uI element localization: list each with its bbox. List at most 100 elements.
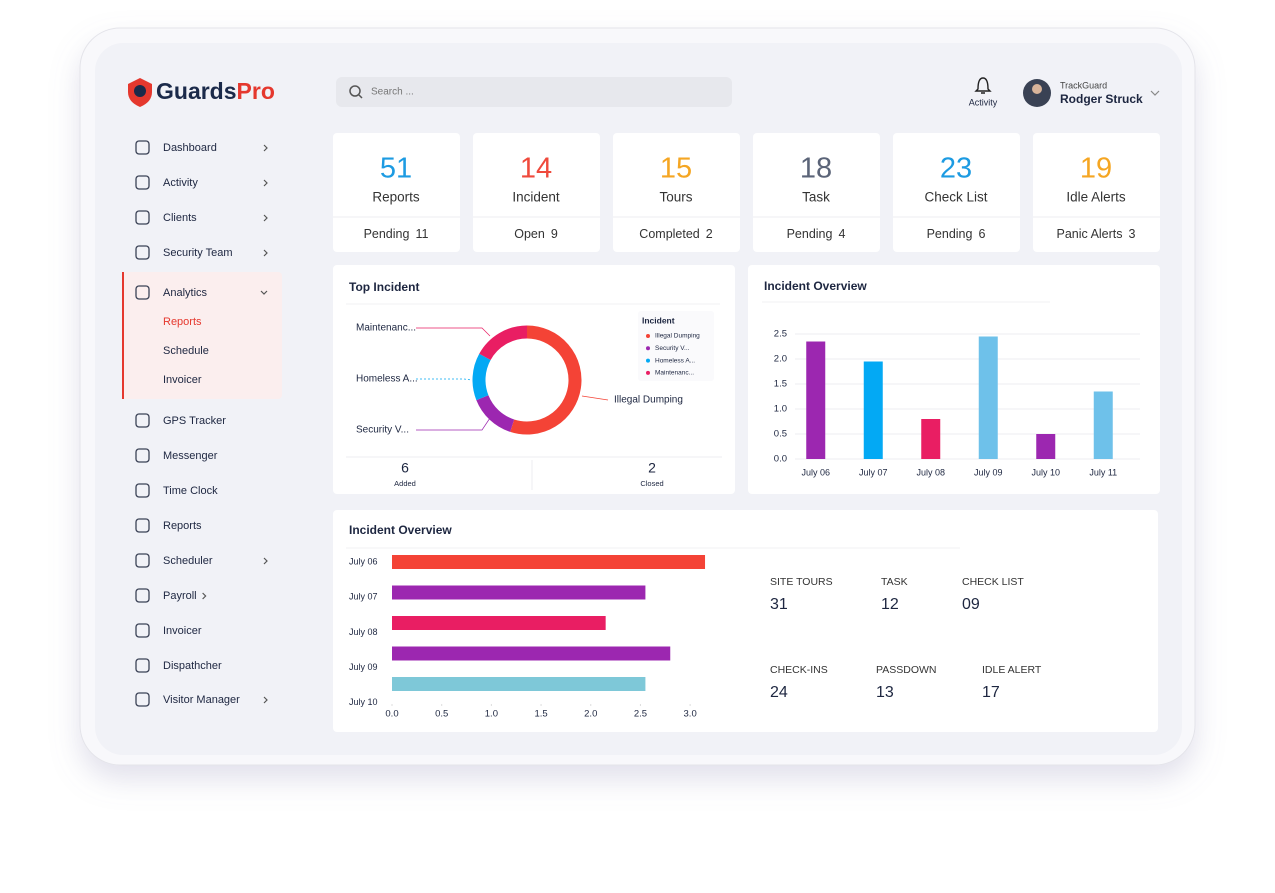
summary-value: 13 [876, 684, 894, 701]
legend-dot [646, 346, 650, 351]
y-tick-label: July 08 [349, 627, 378, 637]
menu-item[interactable]: Scheduler [163, 555, 213, 567]
menu-item[interactable]: GPS Tracker [163, 415, 226, 427]
stat-sub-label: Open [514, 227, 545, 241]
logo-accent: Pro [237, 78, 275, 104]
bar [921, 419, 941, 459]
submenu-item[interactable]: Invoicer [163, 374, 202, 386]
stat-card [893, 133, 1020, 252]
legend-dot [646, 358, 650, 363]
summary-label: SITE TOURS [770, 576, 833, 588]
donut-slice [510, 325, 582, 435]
stat-sub-value: 3 [1129, 227, 1136, 241]
menu-icon [135, 210, 150, 225]
stat-sub: Open 9 [514, 227, 558, 241]
stat-card [333, 133, 460, 252]
leader-line [416, 327, 491, 337]
logo-face [134, 85, 146, 97]
stat-card [473, 133, 600, 252]
menu-item[interactable]: Payroll [163, 590, 197, 602]
y-tick-label: 2.5 [774, 329, 787, 340]
stat-sub-value: 4 [838, 227, 845, 241]
footer-label: Closed [640, 479, 663, 488]
chevron [263, 696, 268, 704]
user-name: Rodger Struck [1060, 92, 1143, 106]
menu-item[interactable]: Invoicer [163, 625, 202, 637]
menu-item[interactable]: Security Team [163, 247, 233, 259]
y-tick-label: July 07 [349, 592, 378, 602]
chart-title: Incident Overview [349, 523, 452, 537]
stat-value: 14 [520, 153, 552, 185]
menu-icon [135, 483, 150, 498]
donut-slice [472, 353, 491, 401]
logo-main: Guards [156, 78, 237, 104]
x-tick-label: July 06 [801, 467, 830, 477]
stat-sub: Completed 2 [639, 227, 712, 241]
menu-item[interactable]: Activity [163, 177, 198, 189]
x-tick-label: July 08 [916, 467, 945, 477]
summary-label: IDLE ALERT [982, 664, 1042, 676]
submenu-item[interactable]: Reports [163, 316, 202, 328]
x-tick-label: 0.0 [385, 709, 398, 720]
summary-value: 17 [982, 684, 1000, 701]
menu-item[interactable]: Visitor Manager [163, 694, 240, 706]
menu-item[interactable]: Messenger [163, 450, 218, 462]
stat-sub-label: Completed [639, 227, 699, 241]
y-tick-label: 1.5 [774, 379, 787, 390]
menu-icon [135, 140, 150, 155]
menu-icon [135, 623, 150, 638]
stat-sub: Pending 4 [787, 227, 846, 241]
stat-sub-label: Pending [787, 227, 833, 241]
leader-line [416, 417, 491, 431]
menu-item[interactable]: Dispathcher [163, 660, 222, 672]
stat-sub-value: 6 [978, 227, 985, 241]
summary-label: CHECK-INS [770, 664, 828, 676]
stat-label: Tours [659, 190, 692, 205]
stat-sub-label: Pending [364, 227, 410, 241]
legend-label: Illegal Dumping [655, 333, 700, 340]
menu-item[interactable]: Analytics [163, 287, 208, 299]
x-tick-label: 1.5 [534, 709, 547, 720]
stat-value: 18 [800, 153, 832, 185]
menu-item[interactable]: Time Clock [163, 485, 218, 497]
menu-item[interactable]: Reports [163, 520, 202, 532]
footer-label: Added [394, 479, 416, 488]
legend-dot [646, 370, 650, 375]
legend-title: Incident [642, 315, 675, 325]
stat-sub-label: Panic Alerts [1057, 227, 1123, 241]
donut-slice [479, 325, 528, 361]
chart-title: Top Incident [349, 280, 419, 294]
menu-icon [135, 245, 150, 260]
legend-label: Maintenanc... [655, 370, 694, 377]
bar [1036, 434, 1056, 459]
submenu-item[interactable]: Schedule [163, 345, 209, 357]
stat-sub: Pending 6 [927, 227, 986, 241]
legend-box [638, 311, 714, 381]
summary-value: 24 [770, 684, 788, 701]
chevron [263, 249, 268, 257]
menu-item[interactable]: Clients [163, 212, 197, 224]
menu-item[interactable]: Dashboard [163, 142, 217, 154]
avatar-face [1032, 84, 1042, 94]
x-tick-label: 3.0 [684, 709, 697, 720]
stat-sub-value: 9 [551, 227, 558, 241]
stat-label: Check List [924, 190, 987, 205]
chevron[interactable] [1150, 90, 1160, 96]
menu-icon [135, 692, 150, 707]
chevron [263, 557, 268, 565]
bar [863, 361, 883, 459]
bar [392, 616, 606, 630]
stat-sub: Panic Alerts 3 [1057, 227, 1136, 241]
search-box[interactable] [336, 77, 732, 107]
stat-value: 15 [660, 153, 692, 185]
slice-label: Illegal Dumping [614, 395, 683, 406]
summary-label: CHECK LIST [962, 576, 1024, 588]
user-org: TrackGuard [1060, 80, 1107, 90]
chevron [260, 290, 268, 295]
legend-label: Homeless A... [655, 357, 695, 364]
stat-card [1033, 133, 1160, 252]
bell-icon[interactable] [974, 77, 992, 94]
bar [392, 646, 671, 661]
slice-label: Security V... [356, 425, 409, 436]
chevron [202, 592, 207, 600]
